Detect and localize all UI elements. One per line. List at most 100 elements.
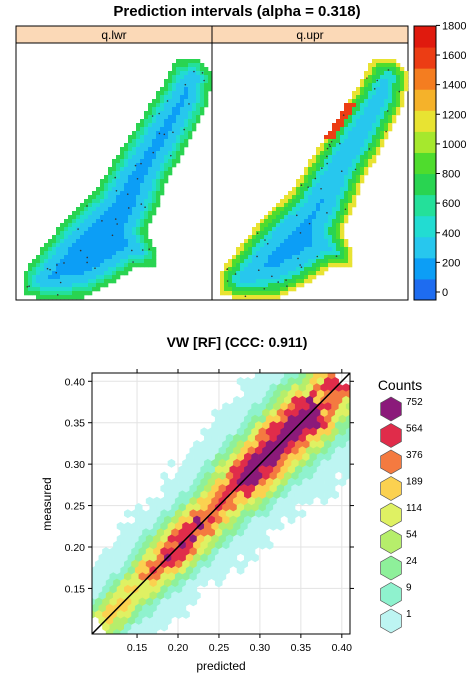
- map-cell: [268, 239, 273, 244]
- map-cell: [120, 199, 125, 204]
- map-cell: [60, 295, 65, 300]
- map-cell: [332, 243, 337, 248]
- map-cell: [356, 91, 361, 96]
- sample-point: [226, 268, 228, 271]
- map-cell: [328, 131, 333, 136]
- map-cell: [372, 115, 377, 120]
- map-cell: [312, 219, 317, 224]
- map-cell: [224, 287, 229, 292]
- map-cell: [144, 203, 149, 208]
- map-cell: [272, 227, 277, 232]
- map-cell: [40, 295, 45, 300]
- map-cell: [144, 151, 149, 156]
- map-cell: [52, 275, 57, 280]
- map-cell: [172, 95, 177, 100]
- map-cell: [148, 123, 153, 128]
- hexbin-cell: [345, 414, 350, 424]
- map-cell: [196, 75, 201, 80]
- hexbin-cell: [193, 452, 201, 462]
- hexbin-cell: [204, 471, 212, 481]
- map-cell: [192, 75, 197, 80]
- hexbin-cell: [327, 471, 336, 481]
- map-cell: [280, 231, 285, 236]
- map-cell: [40, 279, 45, 284]
- hexbin-cell: [134, 616, 143, 626]
- map-cell: [328, 255, 333, 260]
- map-cell: [272, 275, 277, 280]
- map-cell: [64, 231, 69, 236]
- map-cell: [312, 227, 317, 232]
- hexbin-cell: [331, 377, 339, 386]
- hexbin-cell: [105, 553, 114, 563]
- map-cell: [252, 267, 257, 272]
- hexbin-cell: [116, 559, 125, 569]
- map-cell: [344, 119, 349, 124]
- map-cell: [124, 219, 129, 224]
- map-cell: [176, 71, 181, 76]
- map-cell: [368, 119, 373, 124]
- hexbin-cell: [127, 603, 136, 613]
- map-cell: [364, 143, 369, 148]
- map-cell: [132, 199, 137, 204]
- map-cell: [252, 259, 257, 264]
- map-cell: [324, 267, 329, 272]
- sample-point: [183, 128, 185, 131]
- map-cell: [80, 239, 85, 244]
- hexbin-cell: [185, 528, 194, 537]
- map-cell: [364, 87, 369, 92]
- hexbin-cell: [294, 427, 303, 437]
- map-cell: [336, 131, 341, 136]
- map-cell: [356, 123, 361, 128]
- map-cell: [380, 135, 385, 140]
- y-axis-label: measured: [40, 477, 54, 530]
- map-cell: [80, 259, 85, 264]
- hexbin-cell: [294, 477, 303, 487]
- map-cell: [176, 83, 181, 88]
- map-cell: [376, 75, 381, 80]
- hexbin-cell: [291, 496, 299, 506]
- map-cell: [128, 159, 133, 164]
- map-cell: [144, 211, 149, 216]
- map-cell: [324, 187, 329, 192]
- hexbin-cell: [280, 452, 289, 462]
- map-cell: [28, 287, 33, 292]
- map-cell: [324, 215, 329, 220]
- hexbin-cell: [247, 547, 256, 556]
- hexbin-cell: [291, 408, 299, 418]
- hexbin-cell: [142, 528, 150, 537]
- map-cell: [184, 83, 189, 88]
- map-cell: [368, 107, 373, 112]
- hexbin-cell: [225, 433, 234, 443]
- hexbin-cell: [218, 509, 227, 519]
- map-cell: [256, 235, 261, 240]
- hexbin-cell: [120, 540, 128, 550]
- map-cell: [144, 171, 149, 176]
- map-cell: [312, 251, 317, 256]
- map-cell: [116, 255, 121, 260]
- map-cell: [112, 191, 117, 196]
- hexbin-cell: [254, 471, 263, 481]
- hexbin-cell: [225, 421, 234, 430]
- hexbin-cell: [160, 471, 168, 481]
- map-cell: [376, 79, 381, 84]
- hexbin-cell: [262, 521, 270, 531]
- map-cell: [144, 119, 149, 124]
- map-cell: [340, 147, 345, 152]
- hexbin-cell: [233, 446, 241, 456]
- map-cell: [164, 167, 169, 172]
- hexbin-cell: [211, 572, 219, 582]
- map-cell: [404, 87, 409, 92]
- hexbin-cell: [240, 509, 249, 519]
- map-cell: [372, 147, 377, 152]
- map-cell: [148, 183, 153, 188]
- hexbin-cell: [160, 622, 168, 632]
- map-cell: [148, 159, 153, 164]
- map-cell: [108, 251, 113, 256]
- map-cell: [372, 139, 377, 144]
- map-cell: [328, 151, 333, 156]
- map-cell: [276, 227, 281, 232]
- hexbin-cell: [120, 578, 128, 588]
- map-cell: [128, 199, 133, 204]
- map-cell: [256, 283, 261, 288]
- map-cell: [356, 139, 361, 144]
